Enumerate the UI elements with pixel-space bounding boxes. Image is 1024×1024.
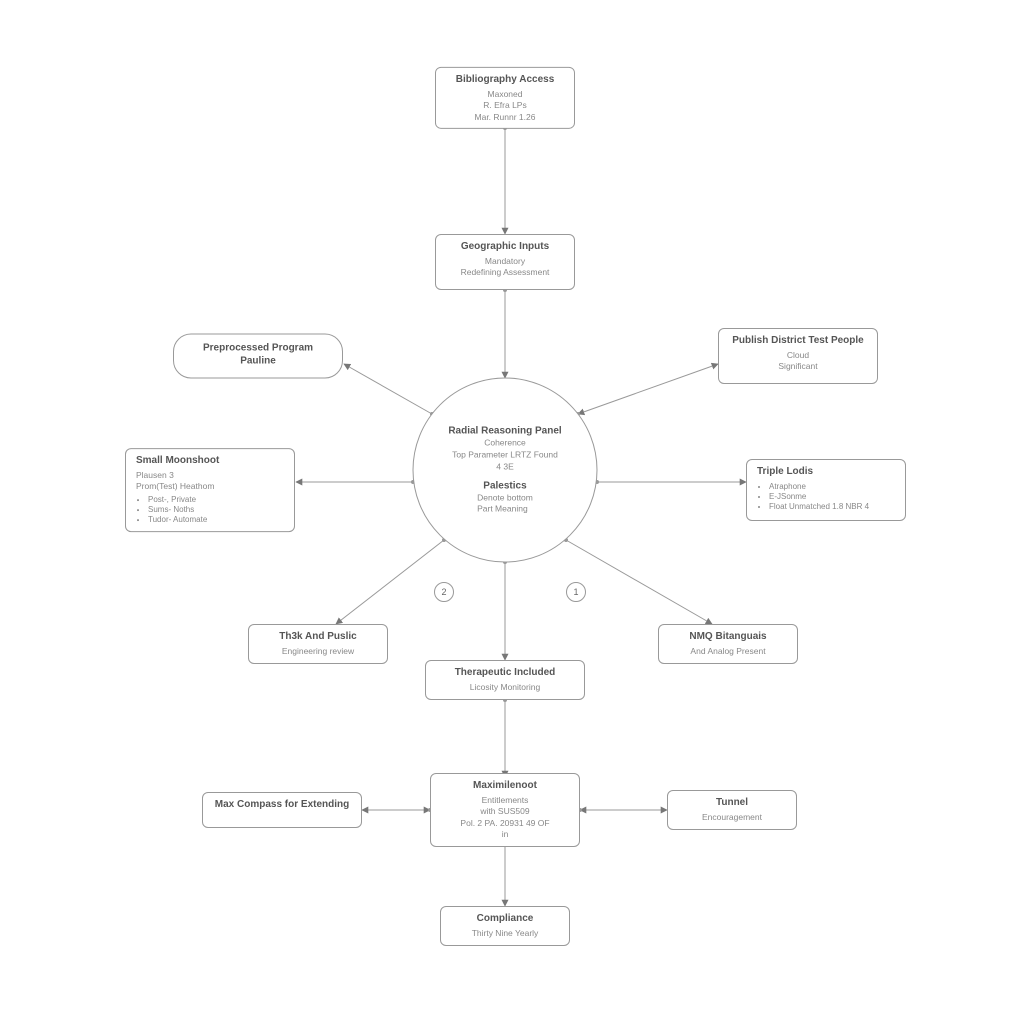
center-section2-sub2: Part Meaning <box>477 504 533 514</box>
node-bottom-mid2-title: Maximilenoot <box>441 780 569 793</box>
node-top1: Bibliography Access Maxoned R. Efra LPs … <box>435 67 575 129</box>
node-bottom-left-title: Th3k And Puslic <box>259 631 377 644</box>
center-section2-title: Palestics <box>477 481 533 492</box>
node-bottom-right-title: NMQ Bitanguais <box>669 631 787 644</box>
node-top1-sub2: R. Efra LPs <box>446 100 564 111</box>
node-bottom-final: Compliance Thirty Nine Yearly <box>440 906 570 946</box>
badge-label: 1 <box>573 587 578 597</box>
center-section2-sub1: Denote bottom <box>477 493 533 503</box>
center-hub: Radial Reasoning Panel Coherence Top Par… <box>413 378 598 563</box>
node-right-top-title: Publish District Test People <box>729 335 867 348</box>
center-sub3: 4 3E <box>496 462 514 472</box>
node-bottom-mid1-title: Therapeutic Included <box>436 667 574 680</box>
node-left-mid-sub2: Prom(Test) Heathom <box>136 481 284 492</box>
node-bottom-mid1-sub1: Licosity Monitoring <box>436 682 574 693</box>
node-top2-title: Geographic Inputs <box>446 241 564 254</box>
node-right-top-sub1: Cloud <box>729 350 867 361</box>
node-bottom-mid2-sub3: Pol. 2 PA. 20931 49 OF <box>441 818 569 829</box>
list-item: Atraphone <box>769 482 895 492</box>
node-bottom-left: Th3k And Puslic Engineering review <box>248 624 388 664</box>
node-pill-left: Preprocessed Program Pauline <box>173 334 343 379</box>
node-bottom-right2: Tunnel Encouragement <box>667 790 797 830</box>
node-top2-sub1: Mandatory <box>446 256 564 267</box>
sequence-badge: 1 <box>566 582 586 602</box>
node-bottom-right-sub1: And Analog Present <box>669 646 787 657</box>
node-bottom-left2: Max Compass for Extending <box>202 792 362 828</box>
list-item: Post-, Private <box>148 495 284 505</box>
node-top2-sub2: Redefining Assessment <box>446 267 564 278</box>
node-bottom-mid2-sub4: in <box>441 829 569 840</box>
node-right-top: Publish District Test People Cloud Signi… <box>718 328 878 384</box>
node-bottom-final-sub1: Thirty Nine Yearly <box>451 928 559 939</box>
node-bottom-right2-title: Tunnel <box>678 797 786 810</box>
node-left-mid-bullets: Post-, Private Sums- Noths Tudor- Automa… <box>136 495 284 525</box>
node-top2: Geographic Inputs Mandatory Redefining A… <box>435 234 575 290</box>
node-pill-left-title: Preprocessed Program Pauline <box>188 343 328 368</box>
node-bottom-left2-title: Max Compass for Extending <box>213 799 351 812</box>
center-sub1: Coherence <box>484 438 526 448</box>
node-right-mid-title: Triple Lodis <box>757 466 895 479</box>
node-bottom-right: NMQ Bitanguais And Analog Present <box>658 624 798 664</box>
center-title: Radial Reasoning Panel <box>448 426 561 437</box>
node-right-mid-bullets: Atraphone E-JSonme Float Unmatched 1.8 N… <box>757 482 895 512</box>
node-bottom-mid2: Maximilenoot Entitlements with SUS509 Po… <box>430 773 580 847</box>
node-left-mid-title: Small Moonshoot <box>136 455 284 468</box>
node-right-mid: Triple Lodis Atraphone E-JSonme Float Un… <box>746 459 906 521</box>
list-item: Tudor- Automate <box>148 515 284 525</box>
list-item: E-JSonme <box>769 492 895 502</box>
list-item: Float Unmatched 1.8 NBR 4 <box>769 502 895 512</box>
node-left-mid: Small Moonshoot Plausen 3 Prom(Test) Hea… <box>125 448 295 532</box>
node-bottom-mid2-sub1: Entitlements <box>441 795 569 806</box>
node-bottom-right2-sub1: Encouragement <box>678 812 786 823</box>
node-bottom-final-title: Compliance <box>451 913 559 926</box>
node-top1-title: Bibliography Access <box>446 74 564 87</box>
node-right-top-sub2: Significant <box>729 361 867 372</box>
center-sub2: Top Parameter LRTZ Found <box>452 450 558 460</box>
badge-label: 2 <box>441 587 446 597</box>
node-bottom-mid2-sub2: with SUS509 <box>441 806 569 817</box>
node-left-mid-sub1: Plausen 3 <box>136 470 284 481</box>
list-item: Sums- Noths <box>148 505 284 515</box>
node-bottom-mid1: Therapeutic Included Licosity Monitoring <box>425 660 585 700</box>
sequence-badge: 2 <box>434 582 454 602</box>
node-top1-sub3: Mar. Runnr 1.26 <box>446 112 564 123</box>
node-top1-sub1: Maxoned <box>446 88 564 99</box>
diagram-canvas: { "diagram": { "type": "flowchart", "bac… <box>0 0 1024 1024</box>
node-bottom-left-sub1: Engineering review <box>259 646 377 657</box>
